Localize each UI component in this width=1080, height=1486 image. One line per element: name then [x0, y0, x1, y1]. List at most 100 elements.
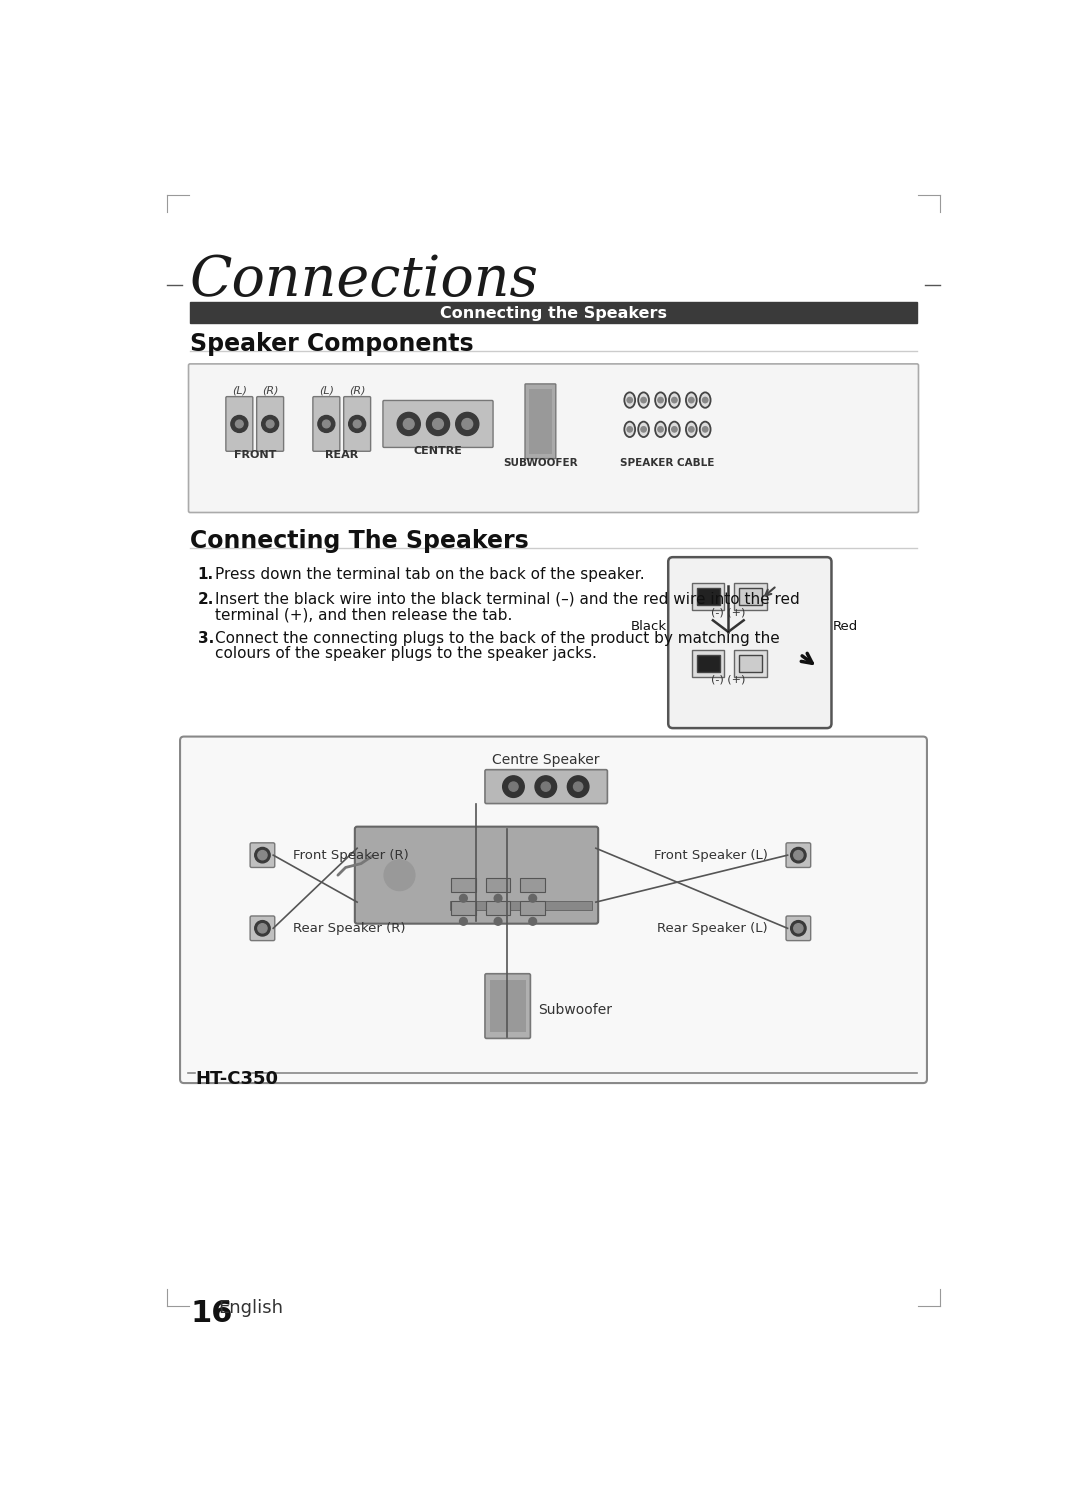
Text: Subwoofer: Subwoofer: [538, 1003, 612, 1016]
Ellipse shape: [700, 422, 711, 437]
Circle shape: [573, 782, 583, 791]
Text: 2.: 2.: [198, 591, 214, 606]
Text: (R): (R): [349, 385, 365, 395]
Circle shape: [689, 426, 694, 432]
Text: (L): (L): [319, 385, 334, 395]
Circle shape: [349, 416, 366, 432]
Bar: [692, 584, 725, 611]
Bar: [451, 878, 475, 892]
Ellipse shape: [656, 392, 666, 407]
Bar: [489, 979, 526, 1033]
Ellipse shape: [686, 392, 697, 407]
Bar: [692, 651, 725, 678]
FancyBboxPatch shape: [786, 843, 811, 868]
FancyBboxPatch shape: [355, 826, 598, 924]
Circle shape: [462, 419, 473, 429]
Circle shape: [495, 917, 502, 926]
Text: Front Speaker (L): Front Speaker (L): [653, 849, 768, 862]
Text: (L): (L): [232, 385, 247, 395]
Circle shape: [433, 419, 444, 429]
Circle shape: [235, 421, 243, 428]
Ellipse shape: [624, 392, 635, 407]
FancyBboxPatch shape: [383, 400, 494, 447]
Circle shape: [258, 850, 267, 860]
Text: terminal (+), and then release the tab.: terminal (+), and then release the tab.: [215, 608, 512, 623]
Circle shape: [267, 421, 274, 428]
Text: Connecting the Speakers: Connecting the Speakers: [440, 306, 667, 321]
Bar: [697, 655, 720, 672]
Circle shape: [794, 924, 802, 933]
Circle shape: [567, 776, 589, 798]
FancyBboxPatch shape: [251, 843, 274, 868]
Circle shape: [231, 416, 247, 432]
Circle shape: [456, 413, 478, 435]
Circle shape: [397, 413, 420, 435]
Circle shape: [509, 782, 518, 791]
Text: colours of the speaker plugs to the speaker jacks.: colours of the speaker plugs to the spea…: [215, 646, 596, 661]
Circle shape: [791, 847, 806, 863]
Circle shape: [702, 426, 707, 432]
FancyBboxPatch shape: [313, 397, 340, 452]
Circle shape: [627, 397, 633, 403]
Circle shape: [658, 397, 663, 403]
Bar: [190, 302, 917, 322]
Circle shape: [495, 895, 502, 902]
Circle shape: [541, 782, 551, 791]
Bar: [521, 878, 545, 892]
Text: REAR: REAR: [325, 450, 359, 459]
Circle shape: [255, 847, 270, 863]
Bar: [734, 651, 767, 678]
Text: 16: 16: [190, 1299, 232, 1328]
Circle shape: [403, 419, 414, 429]
Circle shape: [529, 917, 537, 926]
Circle shape: [640, 397, 646, 403]
Text: Red: Red: [833, 620, 859, 633]
Circle shape: [672, 397, 677, 403]
Text: HT-C350: HT-C350: [195, 1070, 279, 1088]
Text: Rear Speaker (L): Rear Speaker (L): [657, 921, 768, 935]
FancyBboxPatch shape: [485, 770, 607, 804]
Ellipse shape: [669, 422, 679, 437]
FancyBboxPatch shape: [669, 557, 832, 728]
Text: Black: Black: [631, 620, 666, 633]
Bar: [739, 655, 762, 672]
Bar: [486, 902, 511, 915]
FancyBboxPatch shape: [226, 397, 253, 452]
Text: Connecting The Speakers: Connecting The Speakers: [190, 529, 529, 553]
Bar: [739, 588, 762, 605]
Text: FRONT: FRONT: [233, 450, 275, 459]
Ellipse shape: [638, 422, 649, 437]
Text: 3.: 3.: [198, 632, 214, 646]
Circle shape: [794, 850, 802, 860]
Circle shape: [323, 421, 330, 428]
FancyBboxPatch shape: [251, 915, 274, 941]
FancyBboxPatch shape: [180, 737, 927, 1083]
Text: SUBWOOFER: SUBWOOFER: [503, 458, 578, 468]
FancyBboxPatch shape: [189, 364, 918, 513]
Circle shape: [318, 416, 335, 432]
FancyBboxPatch shape: [257, 397, 284, 452]
Circle shape: [460, 895, 468, 902]
Text: Connections: Connections: [190, 254, 539, 309]
Circle shape: [791, 921, 806, 936]
Text: (R): (R): [261, 385, 279, 395]
Text: English: English: [218, 1299, 284, 1318]
Circle shape: [627, 426, 633, 432]
Text: Insert the black wire into the black terminal (–) and the red wire into the red: Insert the black wire into the black ter…: [215, 591, 799, 606]
Text: (-) (+): (-) (+): [711, 608, 745, 618]
Text: 1.: 1.: [198, 568, 214, 583]
FancyBboxPatch shape: [525, 383, 556, 459]
Bar: [734, 584, 767, 611]
Circle shape: [460, 917, 468, 926]
Circle shape: [502, 776, 524, 798]
FancyBboxPatch shape: [343, 397, 370, 452]
Bar: [529, 388, 552, 455]
FancyBboxPatch shape: [786, 915, 811, 941]
Circle shape: [258, 924, 267, 933]
Ellipse shape: [686, 422, 697, 437]
Text: Rear Speaker (R): Rear Speaker (R): [294, 921, 406, 935]
Ellipse shape: [624, 422, 635, 437]
Text: CENTRE: CENTRE: [414, 446, 462, 456]
Text: SPEAKER CABLE: SPEAKER CABLE: [620, 458, 715, 468]
Ellipse shape: [669, 392, 679, 407]
